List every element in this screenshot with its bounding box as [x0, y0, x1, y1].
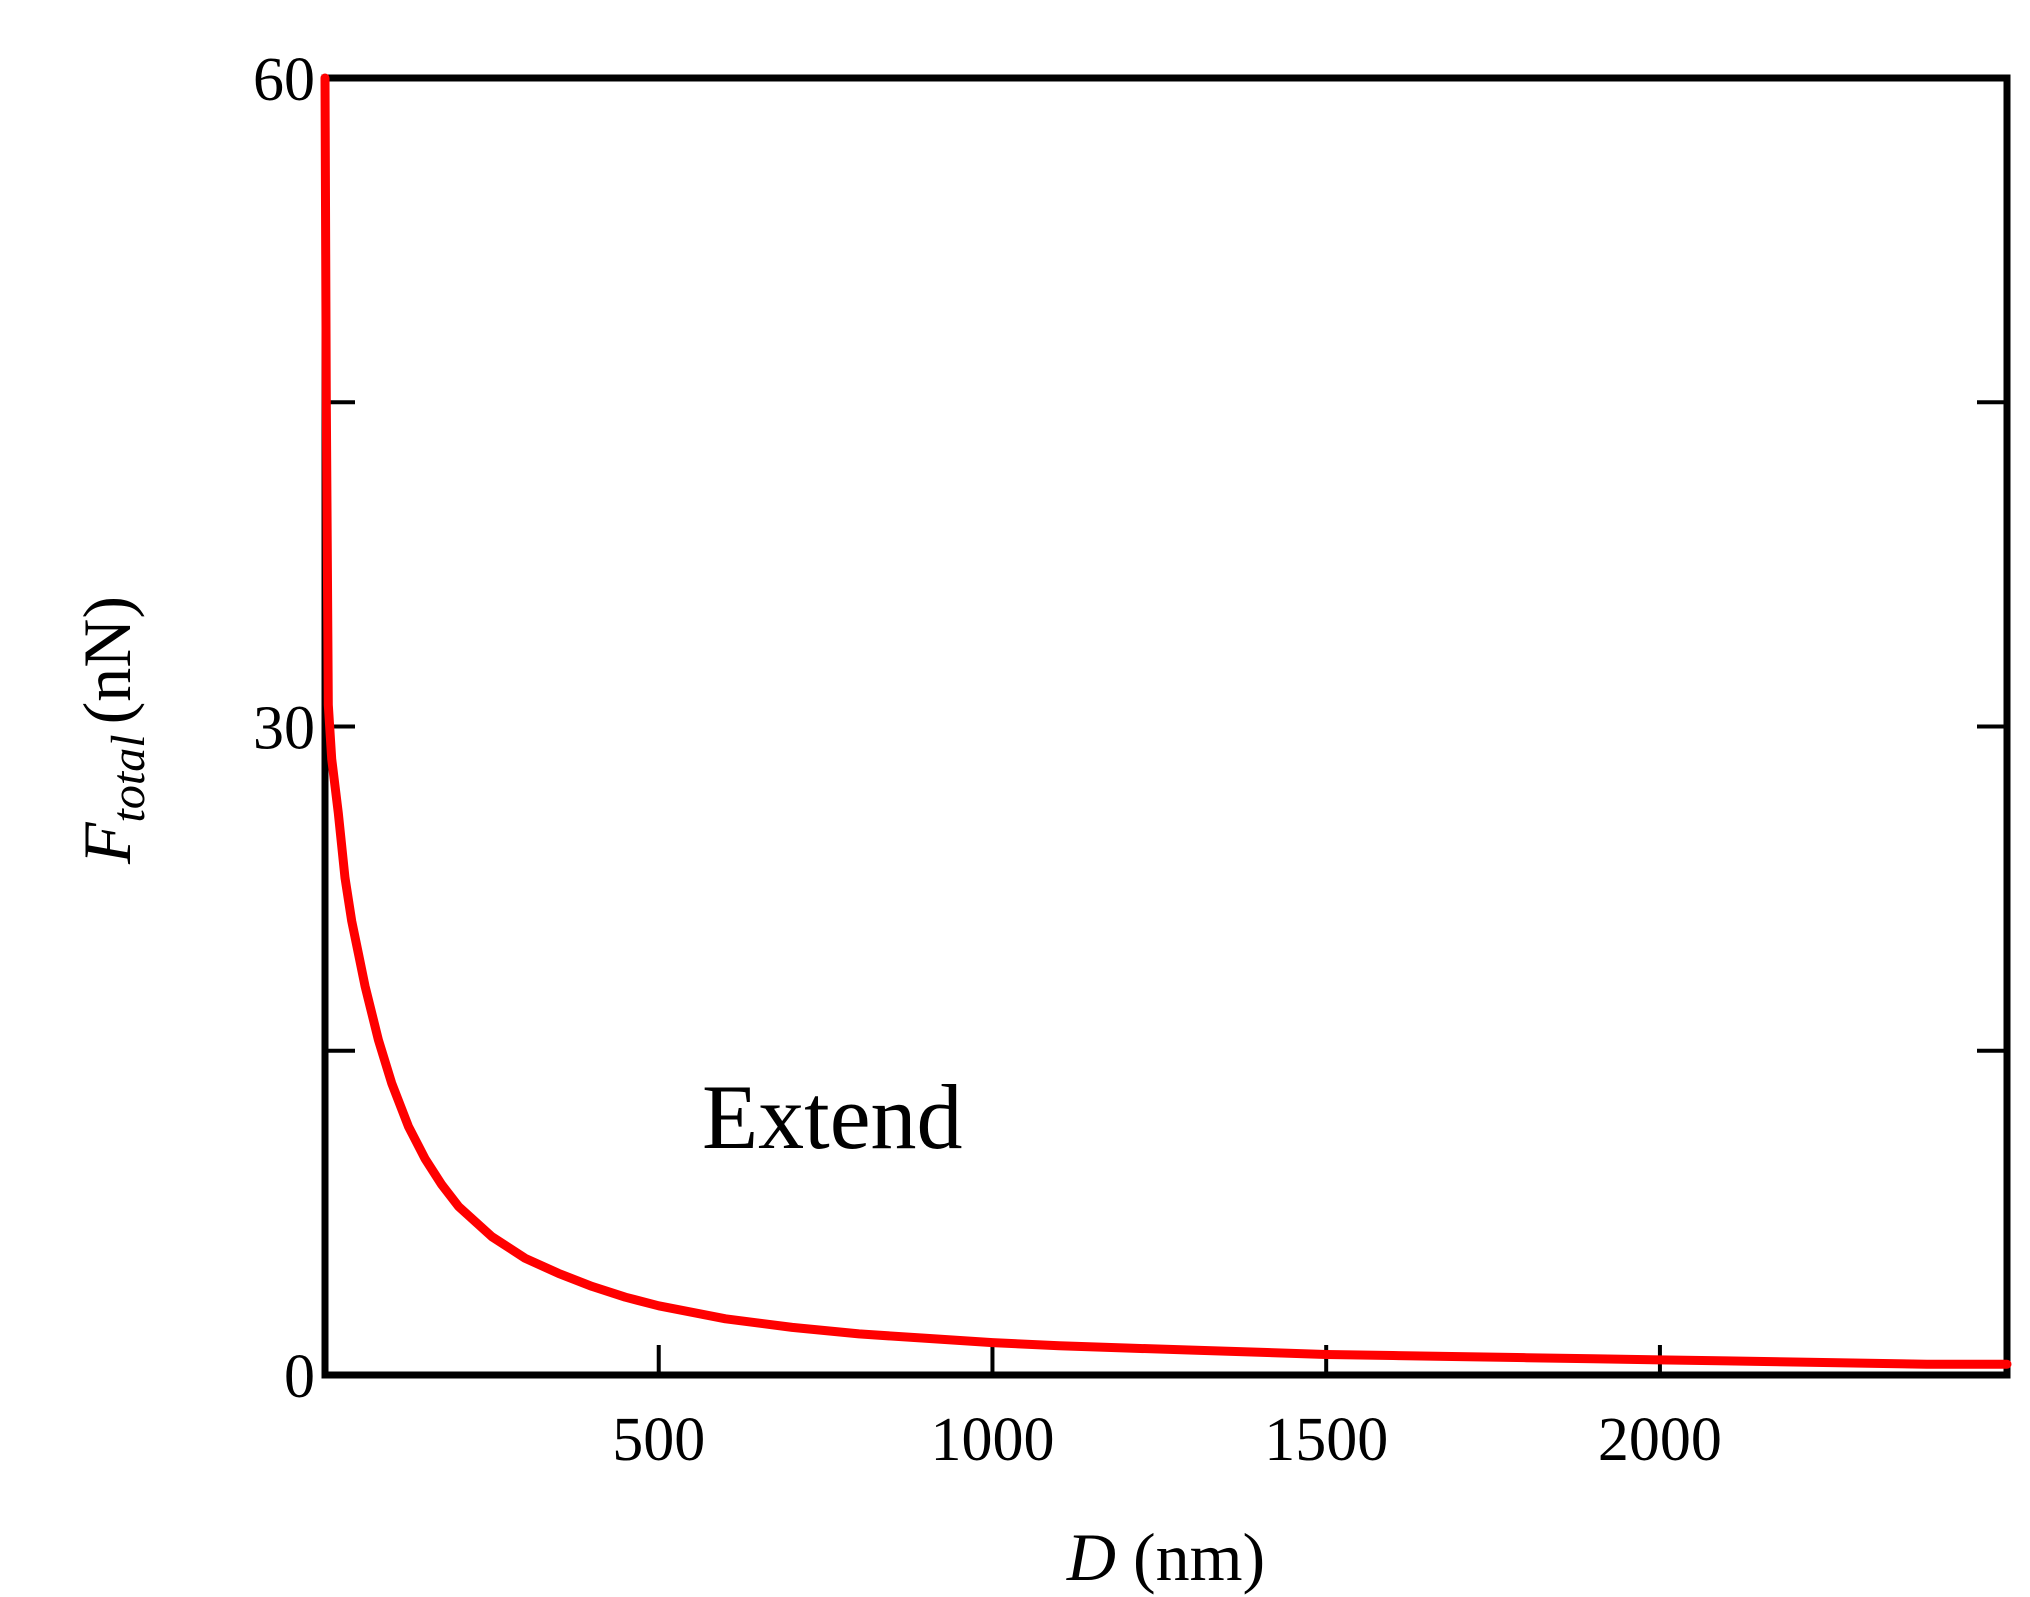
annotation-text: Extend — [702, 1066, 963, 1168]
x-tick-label: 1000 — [930, 1406, 1054, 1474]
x-axis-label-symbol: D — [1066, 1519, 1116, 1595]
y-tick-label: 30 — [253, 695, 315, 763]
y-axis-label-unit: (nN) — [69, 596, 145, 724]
y-axis-label-symbol: F — [69, 821, 145, 865]
x-tick-label: 500 — [612, 1406, 705, 1474]
y-axis-label-subscript: total — [102, 734, 155, 822]
y-tick-label: 0 — [284, 1343, 315, 1411]
x-axis-label: D (nm) — [1066, 1519, 1265, 1595]
y-axis-tick-labels: 0 30 60 — [253, 46, 315, 1411]
y-axis-label: Ftotal (nN) — [69, 596, 155, 865]
annotation-layer: Extend — [702, 1066, 963, 1168]
x-axis-tick-labels: 500 1000 1500 2000 — [612, 1406, 1722, 1474]
y-axis-ticks — [325, 76, 2007, 1377]
x-tick-label: 2000 — [1598, 1406, 1722, 1474]
plot-frame — [321, 74, 2011, 1379]
x-axis-label-unit: (nm) — [1133, 1519, 1265, 1595]
series-layer — [320, 73, 2012, 1369]
y-tick-label: 60 — [253, 46, 315, 114]
x-tick-label: 1500 — [1264, 1406, 1388, 1474]
series-line — [320, 73, 2012, 1369]
